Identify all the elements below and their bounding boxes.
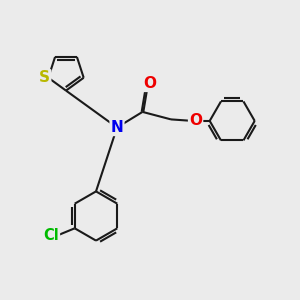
- Text: O: O: [143, 76, 156, 91]
- Text: N: N: [111, 120, 123, 135]
- Text: S: S: [39, 70, 50, 85]
- Text: O: O: [189, 113, 202, 128]
- Text: Cl: Cl: [43, 228, 59, 243]
